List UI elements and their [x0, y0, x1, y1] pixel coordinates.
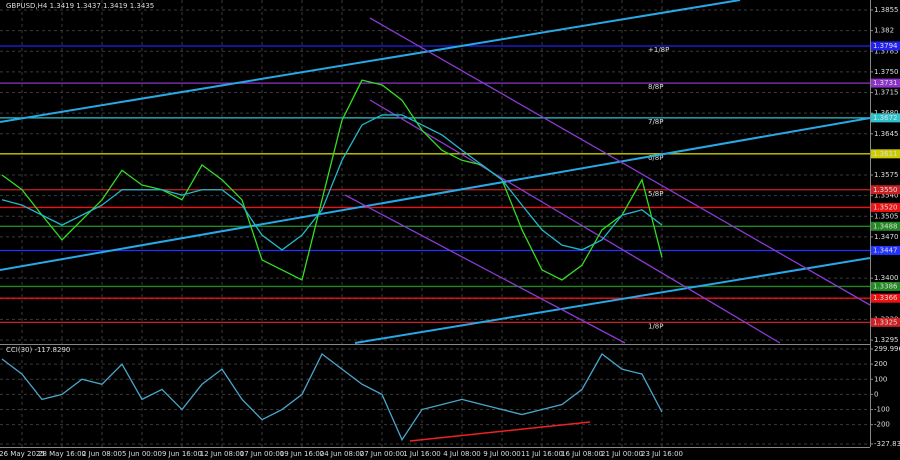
y-tick-label: 1.3400	[874, 274, 899, 282]
price-box	[871, 221, 900, 231]
x-tick-label: 2 Jun 08:00	[82, 450, 122, 458]
price-box-label: 1.3447	[873, 246, 898, 254]
y-tick-label: 1.3645	[874, 130, 899, 138]
trend-line	[369, 99, 781, 344]
level-name: 5/8P	[648, 190, 664, 198]
trend-line	[344, 194, 626, 344]
series-line	[1, 353, 663, 442]
trend-line	[0, 117, 871, 271]
level-name: 1/8P	[648, 322, 664, 330]
x-tick-label: 1 Jul 16:00	[403, 450, 441, 458]
x-tick-label: 27 Jun 00:00	[360, 450, 404, 458]
grid-layer	[0, 0, 870, 447]
y-tick-label: 1.3575	[874, 171, 899, 179]
level-name: 8/8P	[648, 83, 664, 91]
x-tick-label: 9 Jul 00:00	[483, 450, 521, 458]
series-line	[1, 79, 663, 281]
y-tick-label: 1.3295	[874, 336, 899, 344]
price-box	[871, 149, 900, 159]
level-name: 6/8P	[648, 154, 664, 162]
price-box	[871, 202, 900, 212]
y-tick-label: 1.382	[874, 27, 894, 35]
y-tick-label: 1.3505	[874, 212, 899, 220]
price-box	[871, 185, 900, 195]
x-tick-label: 4 Jul 08:00	[443, 450, 481, 458]
price-box	[871, 41, 900, 51]
x-tick-label: 26 May 2025	[0, 450, 45, 458]
y-tick-label: 1.3680	[874, 109, 899, 117]
price-box-label: 1.3794	[873, 42, 898, 50]
price-box-label: 1.3731	[873, 79, 898, 87]
y-tick-label: 1.3785	[874, 47, 899, 55]
y-tick-label: 0	[874, 390, 878, 398]
price-box	[871, 78, 900, 88]
y-tick-label: -327.8322	[874, 440, 900, 448]
x-tick-label: 9 Jun 16:00	[162, 450, 202, 458]
trend-line	[354, 257, 871, 344]
y-tick-label: -200	[874, 421, 890, 429]
price-box-label: 1.3325	[873, 318, 898, 326]
price-box	[871, 245, 900, 255]
y-tick-label: -100	[874, 406, 890, 414]
x-tick-label: 23 Jul 16:00	[641, 450, 683, 458]
x-tick-label: 5 Jun 00:00	[122, 450, 162, 458]
price-box-label: 1.3386	[873, 282, 898, 290]
price-box	[871, 281, 900, 291]
indicator-title: CCI(30) -117.8290	[6, 346, 70, 354]
price-box-label: 1.3366	[873, 294, 898, 302]
x-tick-label: 24 Jun 08:00	[320, 450, 364, 458]
trend-line	[369, 17, 871, 306]
y-tick-label: 1.3855	[874, 6, 899, 14]
y-tick-label: 1.3715	[874, 89, 899, 97]
chart-title: GBPUSD,H4 1.3419 1.3437 1.3419 1.3435	[6, 2, 154, 10]
price-box	[871, 317, 900, 327]
x-tick-label: 11 Jul 16:00	[521, 450, 563, 458]
price-box-label: 1.3550	[873, 186, 898, 194]
y-tick-label: 200	[874, 360, 887, 368]
y-tick-label: 299.9969	[874, 345, 900, 353]
trend-line	[0, 0, 741, 123]
x-tick-label: 12 Jun 08:00	[200, 450, 244, 458]
price-box	[871, 293, 900, 303]
data-layer	[1, 79, 663, 442]
price-box-label: 1.3520	[873, 203, 898, 211]
level-name: 7/8P	[648, 118, 664, 126]
x-tick-label: 19 Jun 16:00	[280, 450, 324, 458]
y-tick-label: 1.3470	[874, 233, 899, 241]
x-tick-label: 17 Jun 00:00	[240, 450, 284, 458]
levels-layer: +1/8P 8/8P 7/8P 6/8P 5/8P 1/8P	[0, 45, 870, 330]
divergence-line	[409, 421, 591, 442]
x-tick-label: 16 Jul 08:00	[561, 450, 603, 458]
level-name: +1/8P	[648, 46, 669, 54]
x-tick-label: 28 May 16:00	[38, 450, 86, 458]
channel-lines	[0, 0, 871, 344]
price-box-label: 1.3611	[873, 150, 898, 158]
y-tick-label: 100	[874, 375, 887, 383]
y-tick-label: 1.3750	[874, 68, 899, 76]
y-tick-label: 1.3540	[874, 192, 899, 200]
price-box-label: 1.3488	[873, 222, 898, 230]
x-tick-label: 21 Jul 00:00	[601, 450, 643, 458]
price-box-label: 1.3672	[873, 114, 898, 122]
series-line	[1, 114, 663, 251]
price-box	[871, 113, 900, 123]
